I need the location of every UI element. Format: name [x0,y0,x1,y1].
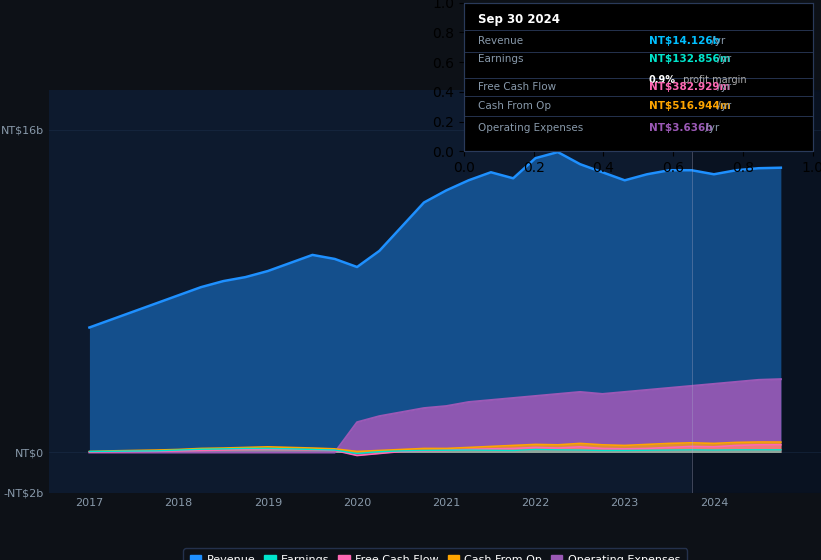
Text: NT$132.856m: NT$132.856m [649,54,731,64]
Text: Free Cash Flow: Free Cash Flow [478,82,556,92]
Text: profit margin: profit margin [680,75,747,85]
Bar [691,90,821,493]
Text: /yr: /yr [702,123,719,133]
Text: 0.9%: 0.9% [649,75,676,85]
Text: NT$516.944m: NT$516.944m [649,101,731,111]
Text: NT$3.636b: NT$3.636b [649,123,713,133]
Text: Earnings: Earnings [478,54,523,64]
Text: /yr: /yr [708,36,726,46]
Text: Sep 30 2024: Sep 30 2024 [478,13,560,26]
Text: NT$14.126b: NT$14.126b [649,36,720,46]
Text: /yr: /yr [714,82,732,92]
Text: NT$382.929m: NT$382.929m [649,82,730,92]
Text: Revenue: Revenue [478,36,523,46]
Text: /yr: /yr [714,101,732,111]
Text: Operating Expenses: Operating Expenses [478,123,583,133]
Legend: Revenue, Earnings, Free Cash Flow, Cash From Op, Operating Expenses: Revenue, Earnings, Free Cash Flow, Cash … [183,548,687,560]
Text: Cash From Op: Cash From Op [478,101,551,111]
Text: /yr: /yr [714,54,732,64]
